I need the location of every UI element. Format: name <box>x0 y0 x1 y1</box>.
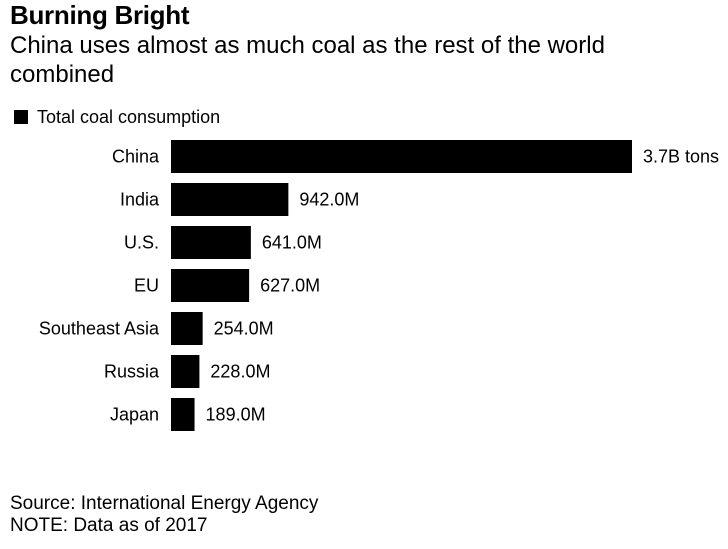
category-label: U.S. <box>124 233 159 253</box>
category-label: EU <box>134 276 159 296</box>
data-note: NOTE: Data as of 2017 <box>10 515 208 536</box>
category-label: China <box>112 147 160 167</box>
source-note: Source: International Energy Agency <box>10 493 319 514</box>
bar <box>171 226 251 259</box>
bar <box>171 140 632 173</box>
bar <box>171 398 195 431</box>
value-label: 189.0M <box>206 405 266 425</box>
chart-subtitle: China uses almost as much coal as the re… <box>10 32 605 88</box>
bar <box>171 269 250 302</box>
value-label: 3.7B tons <box>643 147 719 167</box>
value-label: 627.0M <box>260 276 320 296</box>
category-label: Southeast Asia <box>39 319 160 339</box>
category-label: Japan <box>110 405 159 425</box>
legend-swatch <box>14 110 28 124</box>
bar <box>171 355 200 388</box>
category-label: India <box>120 190 160 210</box>
footer: Source: International Energy Agency NOTE… <box>10 493 318 537</box>
value-label: 942.0M <box>299 190 359 210</box>
value-label: 254.0M <box>214 319 274 339</box>
value-label: 228.0M <box>210 362 270 382</box>
category-label: Russia <box>104 362 160 382</box>
legend: Total coal consumption <box>14 106 220 128</box>
bar-chart: China 3.7B tons India 942.0M U.S. 641.0M EU 627… <box>39 140 719 431</box>
legend-label: Total coal consumption <box>37 106 221 127</box>
chart-title: Burning Bright <box>10 0 190 30</box>
value-label: 641.0M <box>262 233 322 253</box>
bar <box>171 183 289 216</box>
bar <box>171 312 203 345</box>
